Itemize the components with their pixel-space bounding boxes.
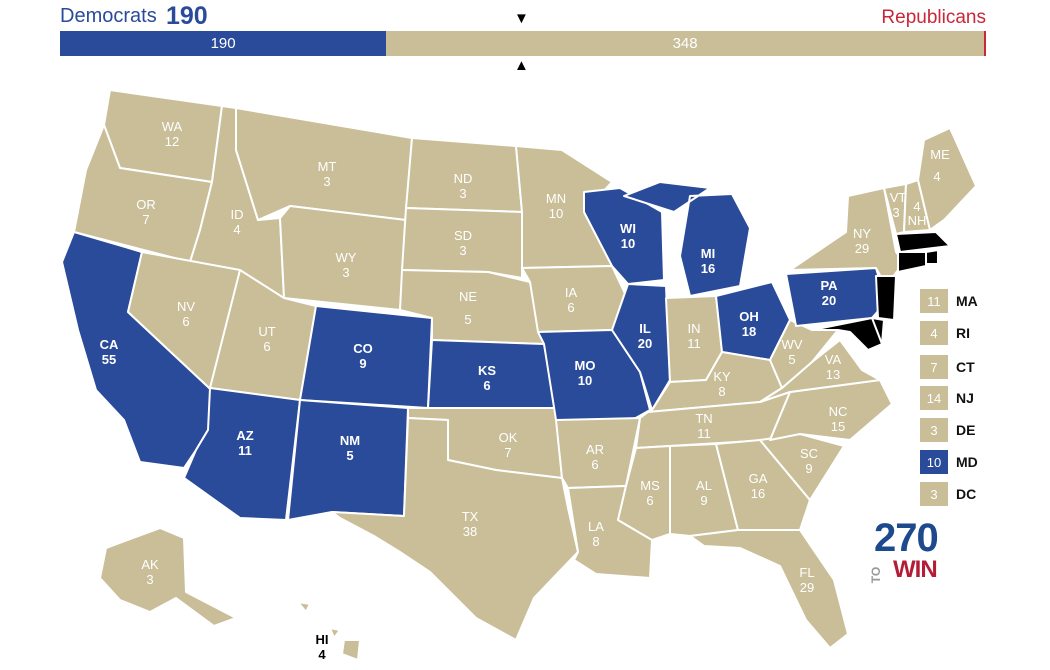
democrats-total: 190 xyxy=(166,2,208,30)
legend-de-abbr: DE xyxy=(956,422,976,438)
legend-de-box: 3 xyxy=(920,418,948,442)
label-tn: TN 11 xyxy=(695,411,712,441)
state-me[interactable] xyxy=(917,127,977,231)
label-az: AZ 11 xyxy=(236,428,253,458)
logo-number: 270 xyxy=(874,516,939,560)
legend-ri-abbr: RI xyxy=(956,325,970,341)
label-sd: SD 3 xyxy=(454,228,472,258)
label-nm: NM 5 xyxy=(340,433,360,463)
label-ar: AR 6 xyxy=(586,442,604,472)
legend-md[interactable]: 10 MD xyxy=(920,450,978,474)
bar-end-tick xyxy=(983,31,986,56)
state-ak[interactable] xyxy=(99,527,237,627)
state-ct[interactable] xyxy=(897,251,927,273)
label-mi: MI 16 xyxy=(701,246,715,276)
legend-nj-abbr: NJ xyxy=(956,390,974,406)
label-nd: ND 3 xyxy=(454,171,473,201)
state-tx[interactable] xyxy=(331,417,579,641)
state-ri[interactable] xyxy=(925,249,939,265)
state-fl[interactable] xyxy=(689,529,849,649)
legend-ct-box: 7 xyxy=(920,355,948,379)
label-oh: OH 18 xyxy=(739,309,759,339)
midpoint-marker-bottom: ▲ xyxy=(514,57,529,74)
label-pa: PA 20 xyxy=(820,278,838,308)
label-id: ID 4 xyxy=(231,207,244,237)
label-wi: WI 10 xyxy=(620,221,636,251)
legend-nj[interactable]: 14 NJ xyxy=(920,386,974,410)
label-vt: VT 3 xyxy=(890,190,907,220)
legend-ma[interactable]: 11 MA xyxy=(920,289,978,313)
legend-ma-abbr: MA xyxy=(956,293,978,309)
rep-bar-segment: 348 xyxy=(386,31,984,56)
label-nh: 4 NH xyxy=(908,199,927,228)
legend-md-abbr: MD xyxy=(956,454,978,470)
label-va: VA 13 xyxy=(825,352,842,382)
label-al: AL 9 xyxy=(696,478,712,508)
legend-md-box: 10 xyxy=(920,450,948,474)
label-ks: KS 6 xyxy=(478,363,496,393)
state-ga[interactable] xyxy=(715,439,811,531)
label-ne: NE 5 xyxy=(459,289,477,327)
dem-bar-segment: 190 xyxy=(60,31,387,56)
label-wy: WY 3 xyxy=(336,250,357,280)
state-wy[interactable] xyxy=(279,205,407,311)
legend-dc-abbr: DC xyxy=(956,486,977,502)
state-mi[interactable] xyxy=(623,181,751,297)
label-la: LA 8 xyxy=(588,519,604,549)
label-tx: TX 38 xyxy=(462,509,479,539)
label-me: ME 4 xyxy=(930,147,950,184)
legend-ri[interactable]: 4 RI xyxy=(920,321,970,345)
label-ia: IA 6 xyxy=(565,285,578,315)
state-wi[interactable] xyxy=(583,187,665,285)
state-ma[interactable] xyxy=(895,231,951,253)
label-in: IN 11 xyxy=(687,321,701,351)
label-ak: AK 3 xyxy=(141,557,159,587)
electoral-vote-bar: 190 348 xyxy=(60,31,986,56)
legend-ct-abbr: CT xyxy=(956,359,975,375)
state-ny[interactable] xyxy=(789,187,905,287)
legend-ma-box: 11 xyxy=(920,289,948,313)
state-sd[interactable] xyxy=(401,207,523,279)
logo-to: TO xyxy=(869,566,884,584)
republicans-label: Republicans xyxy=(881,7,986,28)
legend-ri-box: 4 xyxy=(920,321,948,345)
state-nj[interactable] xyxy=(875,275,897,321)
logo-win: WIN xyxy=(893,556,938,583)
state-md[interactable] xyxy=(811,317,883,351)
label-wv: WV 5 xyxy=(782,337,803,367)
label-ny: NY 29 xyxy=(853,226,871,256)
label-sc: SC 9 xyxy=(800,446,818,476)
label-ut: UT 6 xyxy=(258,324,275,354)
label-wa: WA 12 xyxy=(162,119,183,149)
label-mn: MN 10 xyxy=(546,191,566,221)
midpoint-marker-top: ▼ xyxy=(514,10,529,27)
270towin-logo[interactable]: 270 TO WIN xyxy=(869,516,942,584)
legend-ct[interactable]: 7 CT xyxy=(920,355,975,379)
label-mt: MT 3 xyxy=(318,159,337,189)
legend-nj-box: 14 xyxy=(920,386,948,410)
label-il: IL 20 xyxy=(638,321,652,351)
legend-dc[interactable]: 3 DC xyxy=(920,482,976,506)
label-nv: NV 6 xyxy=(177,299,195,329)
legend-de[interactable]: 3 DE xyxy=(920,418,975,442)
legend-dc-box: 3 xyxy=(920,482,948,506)
label-hi: HI 4 xyxy=(316,632,329,662)
label-fl: FL 29 xyxy=(799,565,814,595)
label-ca: CA 55 xyxy=(100,337,119,367)
label-or: OR 7 xyxy=(136,197,156,227)
label-ga: GA 16 xyxy=(749,471,768,501)
label-ok: OK 7 xyxy=(499,430,518,460)
democrats-label: Democrats xyxy=(60,5,157,27)
label-mo: MO 10 xyxy=(575,358,596,388)
label-ky: KY 8 xyxy=(713,369,731,399)
label-nc: NC 15 xyxy=(829,404,848,434)
state-hi[interactable] xyxy=(297,601,361,661)
label-ms: MS 6 xyxy=(640,478,660,508)
label-co: CO 9 xyxy=(353,341,373,371)
